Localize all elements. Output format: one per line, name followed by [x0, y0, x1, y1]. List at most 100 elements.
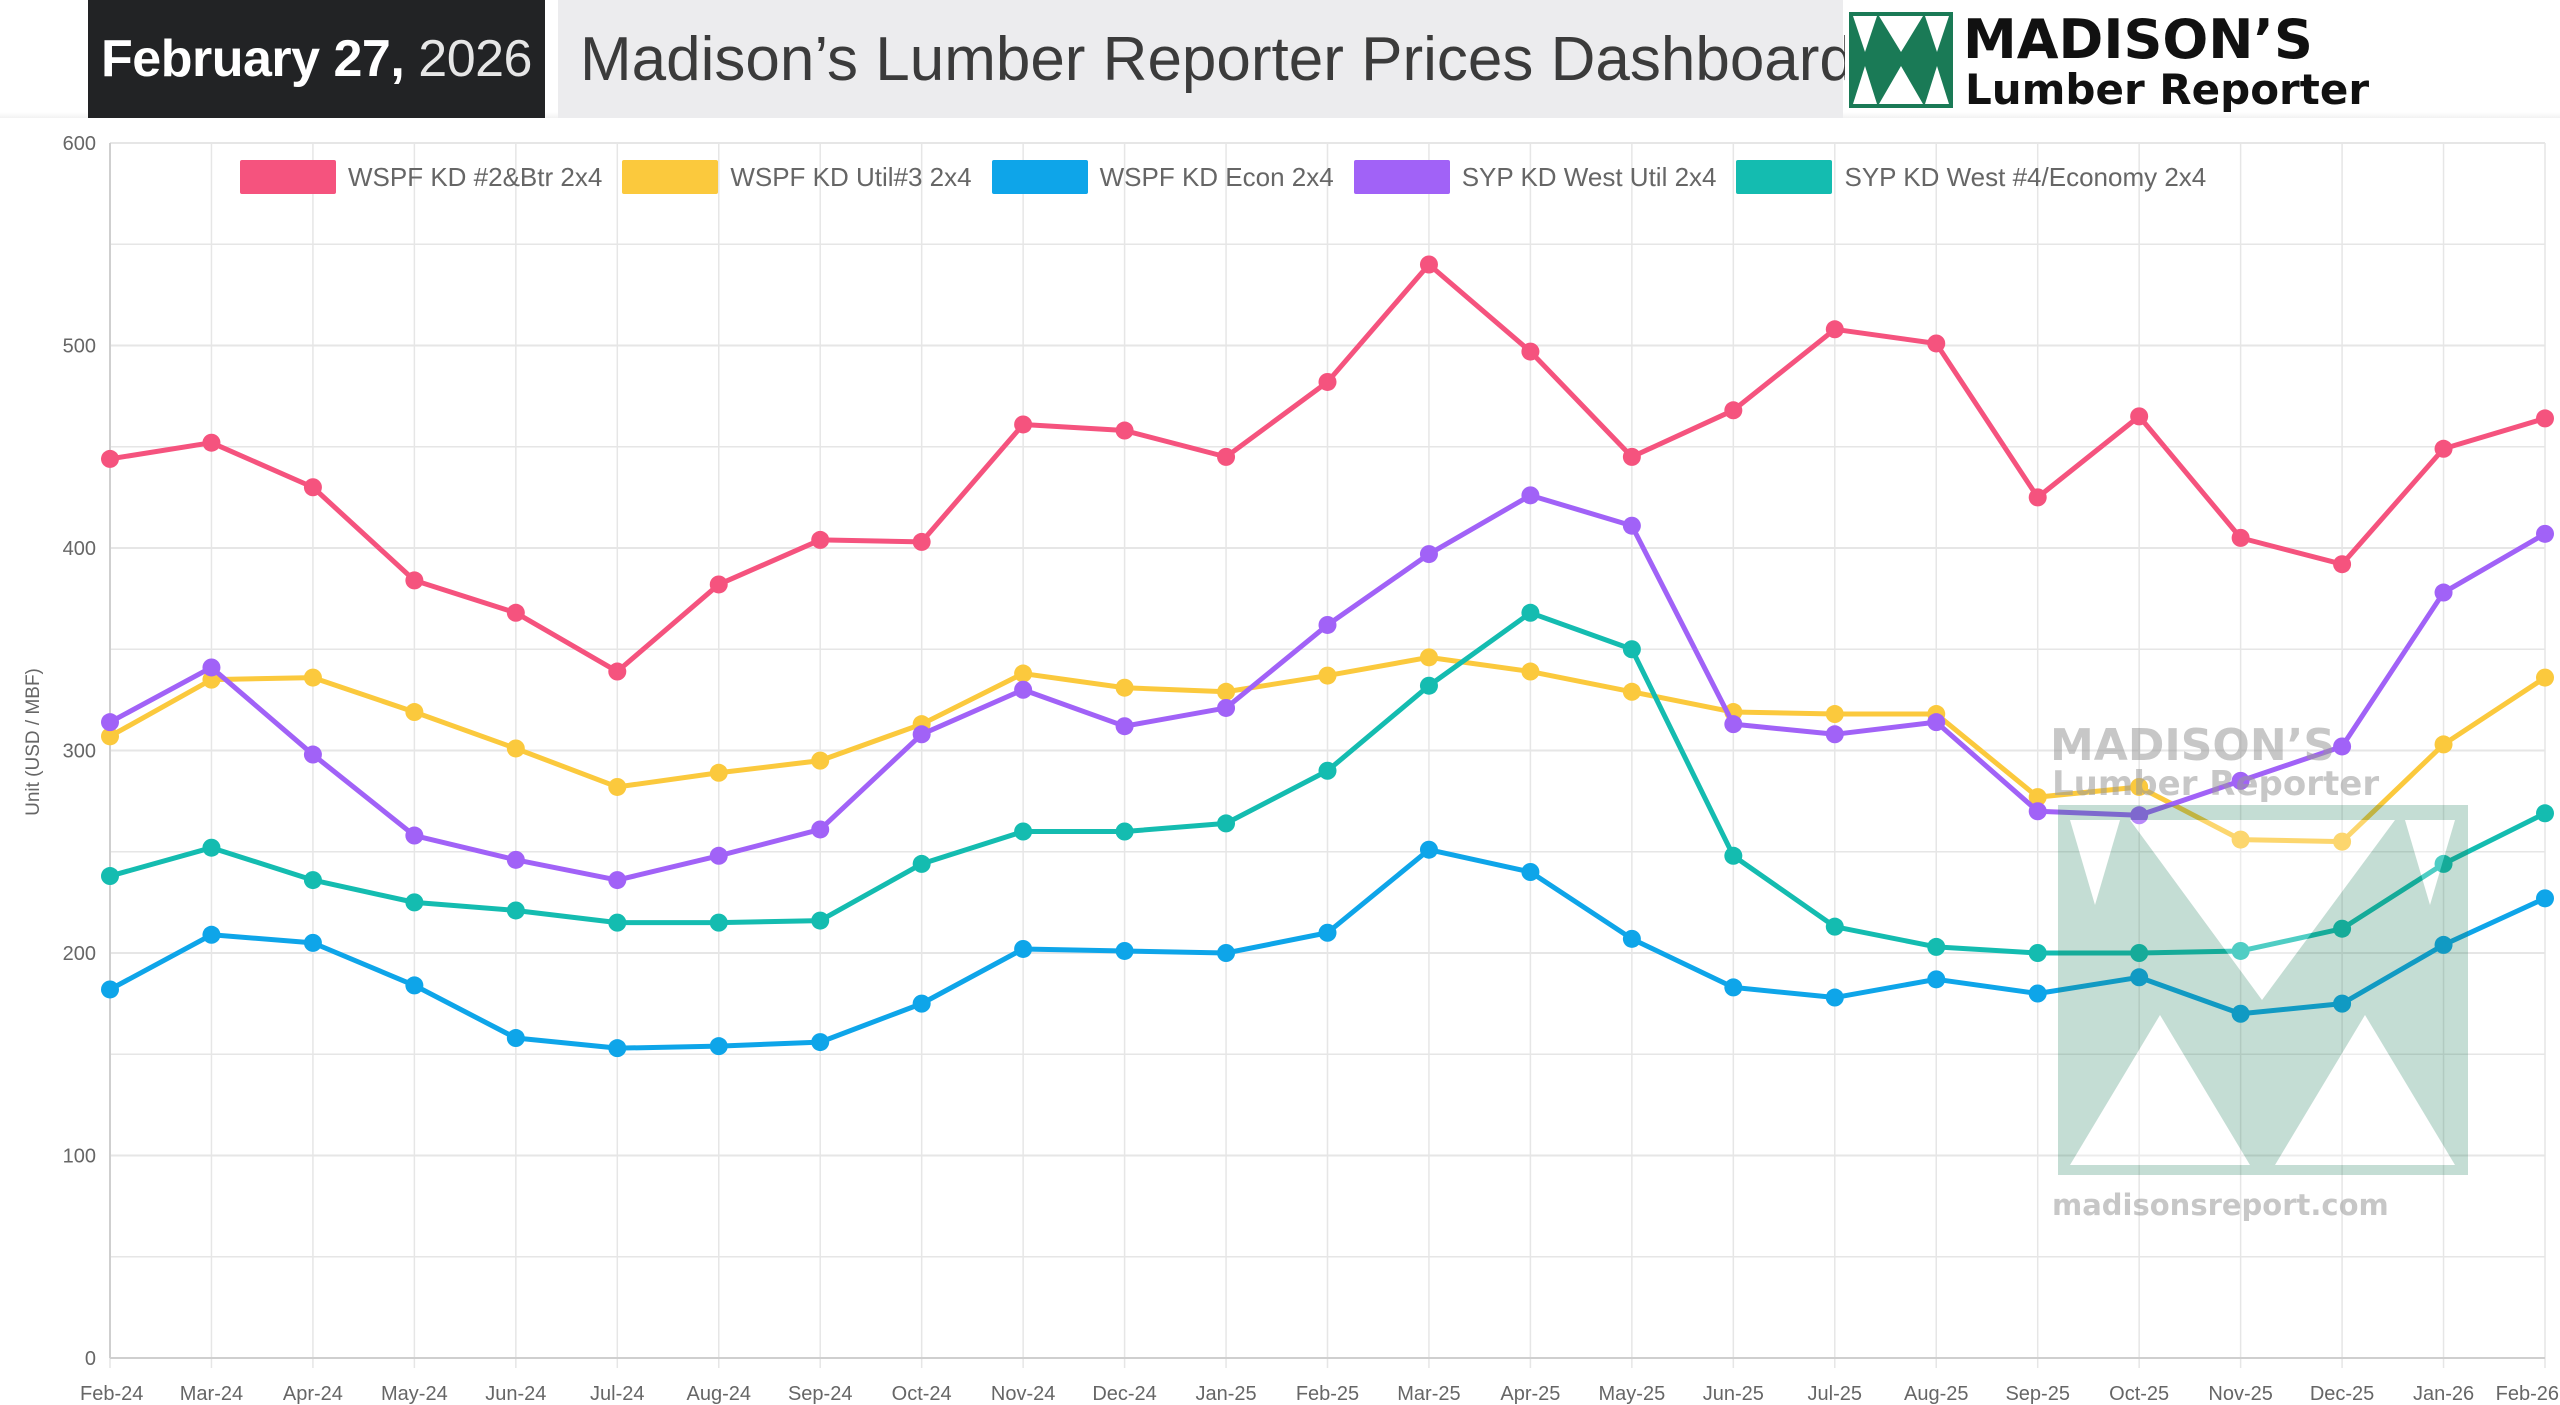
data-point — [1217, 682, 1236, 701]
data-point — [1419, 648, 1438, 667]
y-axis-label: Unit (USD / MBF) — [23, 668, 44, 816]
data-point — [1014, 680, 1033, 699]
data-point — [1521, 863, 1540, 881]
data-point — [1217, 944, 1236, 962]
data-point — [1521, 603, 1540, 622]
data-point — [1724, 715, 1743, 734]
legend-item-2[interactable]: WSPF KD Util#3 2x4 — [622, 160, 972, 194]
data-point — [1419, 676, 1438, 695]
x-tick-label: Aug-25 — [1904, 1383, 1969, 1405]
y-tick-label: 600 — [63, 133, 96, 155]
legend-swatch — [1353, 160, 1450, 194]
data-point — [2434, 935, 2453, 954]
data-point — [709, 763, 728, 782]
data-point — [405, 571, 424, 590]
data-point — [1724, 978, 1743, 997]
y-tick-label: 100 — [63, 1146, 96, 1168]
data-point — [1217, 814, 1236, 833]
data-point — [1318, 923, 1337, 942]
data-point — [1115, 717, 1134, 736]
data-point — [506, 901, 525, 920]
data-point — [608, 662, 627, 681]
data-point — [303, 745, 322, 764]
x-tick-label: Dec-25 — [2310, 1383, 2374, 1405]
data-point — [2231, 771, 2250, 790]
data-point — [202, 838, 221, 857]
data-point — [1115, 941, 1134, 960]
madisons-logo: MADISON’S Lumber Reporter — [1845, 8, 2545, 112]
x-tick-label: Feb-25 — [1296, 1383, 1359, 1405]
data-point — [1825, 725, 1844, 744]
logo-line1: MADISON’S — [1963, 8, 2313, 71]
data-point — [303, 478, 322, 497]
data-point — [506, 739, 525, 758]
logo-triangles-icon — [1849, 12, 1953, 108]
watermark: MADISON’S Lumber Reporter madisonsreport… — [2050, 720, 2468, 1222]
data-point — [2231, 941, 2250, 960]
x-tick-label: Jan-25 — [1195, 1383, 1256, 1405]
data-point — [2333, 919, 2352, 938]
data-point — [2028, 488, 2047, 507]
data-point — [912, 725, 931, 744]
legend-item-3[interactable]: WSPF KD Econ 2x4 — [991, 160, 1334, 194]
legend-item-5[interactable]: SYP KD West #4/Economy 2x4 — [1736, 160, 2206, 194]
x-tick-label: Jun-25 — [1703, 1383, 1764, 1405]
data-point — [101, 867, 119, 886]
legend-item-4[interactable]: SYP KD West Util 2x4 — [1353, 160, 1716, 194]
data-point — [1318, 615, 1337, 634]
data-point — [1927, 970, 1946, 989]
data-point — [2333, 555, 2352, 574]
date-badge: February 27, 2026 — [88, 0, 545, 118]
data-point — [1115, 822, 1134, 841]
x-tick-label: Feb-26 — [2496, 1383, 2559, 1405]
data-point — [1115, 421, 1134, 440]
data-point — [1825, 917, 1844, 936]
data-point — [405, 893, 424, 912]
data-point — [608, 777, 627, 796]
x-tick-label: Aug-24 — [687, 1383, 752, 1405]
data-point — [1419, 840, 1438, 859]
data-point — [1318, 761, 1337, 780]
x-tick-label: Jul-25 — [1808, 1383, 1862, 1405]
data-point — [709, 913, 728, 932]
data-point — [1825, 705, 1844, 724]
data-point — [101, 980, 119, 999]
data-point — [2536, 409, 2554, 428]
data-point — [1927, 713, 1946, 732]
data-point — [506, 603, 525, 622]
dashboard-title-bar: Madison’s Lumber Reporter Prices Dashboa… — [558, 0, 1854, 118]
data-point — [2536, 804, 2554, 823]
data-point — [1521, 662, 1540, 681]
data-point — [811, 911, 830, 930]
data-point — [1217, 698, 1236, 717]
legend-label: WSPF KD #2&Btr 2x4 — [348, 161, 603, 192]
legend-item-1[interactable]: WSPF KD #2&Btr 2x4 — [240, 160, 602, 194]
x-tick-label: Dec-24 — [1092, 1383, 1156, 1405]
x-tick-label: Nov-25 — [2208, 1383, 2272, 1405]
data-point — [202, 658, 221, 677]
data-point — [1521, 486, 1540, 505]
logo-line2: Lumber Reporter — [1965, 65, 2369, 112]
data-point — [202, 433, 221, 452]
data-point — [1419, 545, 1438, 564]
legend-label: WSPF KD Util#3 2x4 — [730, 161, 972, 192]
data-point — [1014, 939, 1033, 958]
data-point — [709, 846, 728, 865]
chart-legend: WSPF KD #2&Btr 2x4 WSPF KD Util#3 2x4 WSPF… — [240, 160, 2226, 194]
legend-swatch — [622, 160, 719, 194]
data-point — [1014, 664, 1033, 683]
data-point — [202, 925, 221, 944]
data-point — [1724, 401, 1743, 420]
data-point — [303, 668, 322, 687]
data-point — [1521, 342, 1540, 361]
data-point — [405, 826, 424, 845]
legend-swatch — [240, 160, 336, 194]
line-chart: 0 100 200 300 400 500 600 Feb-24 Mar-24 Apr-24 May… — [63, 133, 2559, 1405]
data-point — [1927, 334, 1946, 353]
data-point — [405, 703, 424, 722]
data-point — [608, 1039, 627, 1058]
data-point — [811, 751, 830, 770]
data-point — [2130, 806, 2149, 825]
data-point — [1622, 447, 1641, 466]
x-tick-label: Nov-24 — [991, 1383, 1055, 1405]
